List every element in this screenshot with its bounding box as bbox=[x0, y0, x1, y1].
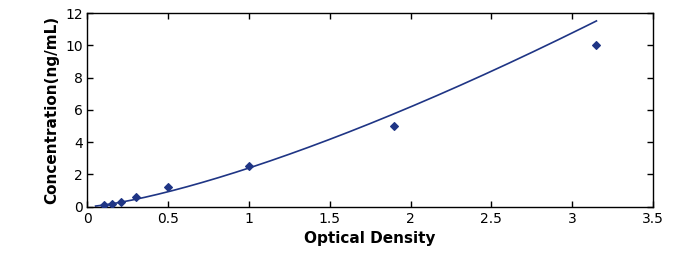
X-axis label: Optical Density: Optical Density bbox=[304, 231, 436, 246]
Y-axis label: Concentration(ng/mL): Concentration(ng/mL) bbox=[44, 16, 59, 204]
